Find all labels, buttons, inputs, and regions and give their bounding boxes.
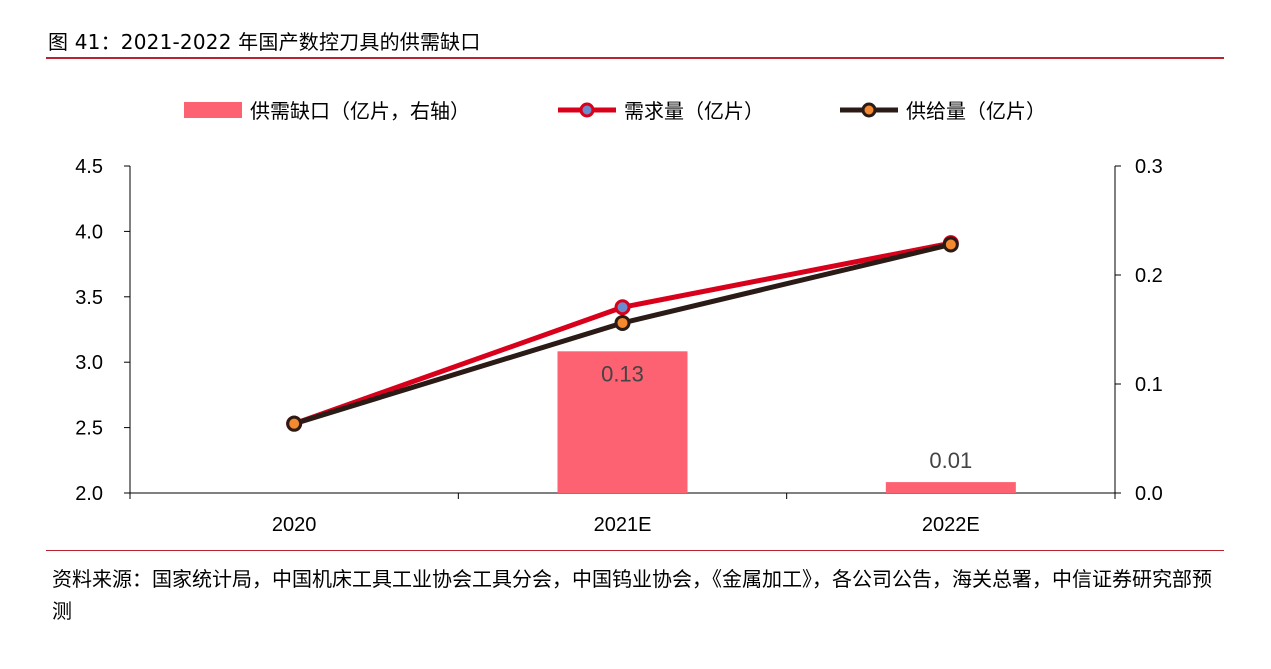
supply-point <box>286 415 303 432</box>
legend-label-demand: 需求量（亿片） <box>624 99 764 123</box>
left-tick-label: 2.0 <box>75 483 103 505</box>
right-tick-label: 0.0 <box>1135 483 1163 505</box>
x-tick-label: 2020 <box>272 514 317 536</box>
left-tick-label: 3.0 <box>75 352 103 374</box>
right-tick-label: 0.2 <box>1135 265 1163 287</box>
data-labels: 0.13 0.01 <box>601 361 972 473</box>
legend-swatch-bar <box>184 102 242 118</box>
x-tick-label: 2022E <box>922 514 980 536</box>
figure-title: 图 41：2021-2022 年国产数控刀具的供需缺口 <box>48 30 481 54</box>
bar-supply-gap <box>557 351 688 493</box>
supply-point <box>614 314 631 331</box>
left-tick-label: 4.5 <box>75 156 103 178</box>
x-tick-label: 2021E <box>594 514 652 536</box>
bar-data-label: 0.13 <box>601 361 644 386</box>
legend-marker-supply <box>861 102 877 118</box>
legend-label-supply: 供给量（亿片） <box>906 99 1046 123</box>
source-rule <box>46 550 1224 551</box>
lines <box>286 235 959 432</box>
right-tick-label: 0.3 <box>1135 156 1163 178</box>
source-note: 资料来源：国家统计局，中国机床工具工业协会工具分会，中国钨业协会，《金属加工》，… <box>52 567 1212 623</box>
left-tick-label: 4.0 <box>75 221 103 243</box>
bars <box>557 351 1016 493</box>
legend-label-gap: 供需缺口（亿片，右轴） <box>250 99 470 123</box>
legend-marker-demand <box>579 102 595 118</box>
legend: 供需缺口（亿片，右轴） 需求量（亿片） 供给量（亿片） <box>184 99 1046 123</box>
bar-data-label: 0.01 <box>929 448 972 473</box>
left-tick-label: 2.5 <box>75 418 103 440</box>
supply-point <box>942 236 959 253</box>
right-tick-label: 0.1 <box>1135 374 1163 396</box>
left-tick-label: 3.5 <box>75 287 103 309</box>
title-rule <box>46 57 1224 59</box>
demand-point <box>614 299 631 316</box>
bar-supply-gap <box>885 482 1016 493</box>
